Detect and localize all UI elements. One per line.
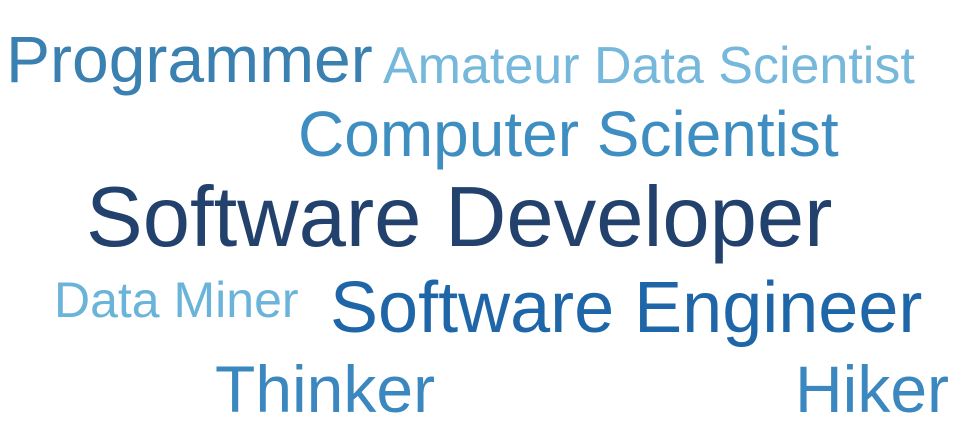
word-programmer: Programmer <box>6 22 373 96</box>
word-software-engineer: Software Engineer <box>330 268 923 348</box>
word-software-developer: Software Developer <box>86 170 833 265</box>
word-amateur-data-scientist: Amateur Data Scientist <box>383 37 915 95</box>
word-thinker: Thinker <box>215 352 436 426</box>
word-computer-scientist: Computer Scientist <box>298 98 839 170</box>
word-data-miner: Data Miner <box>54 272 299 328</box>
word-hiker: Hiker <box>795 352 950 426</box>
